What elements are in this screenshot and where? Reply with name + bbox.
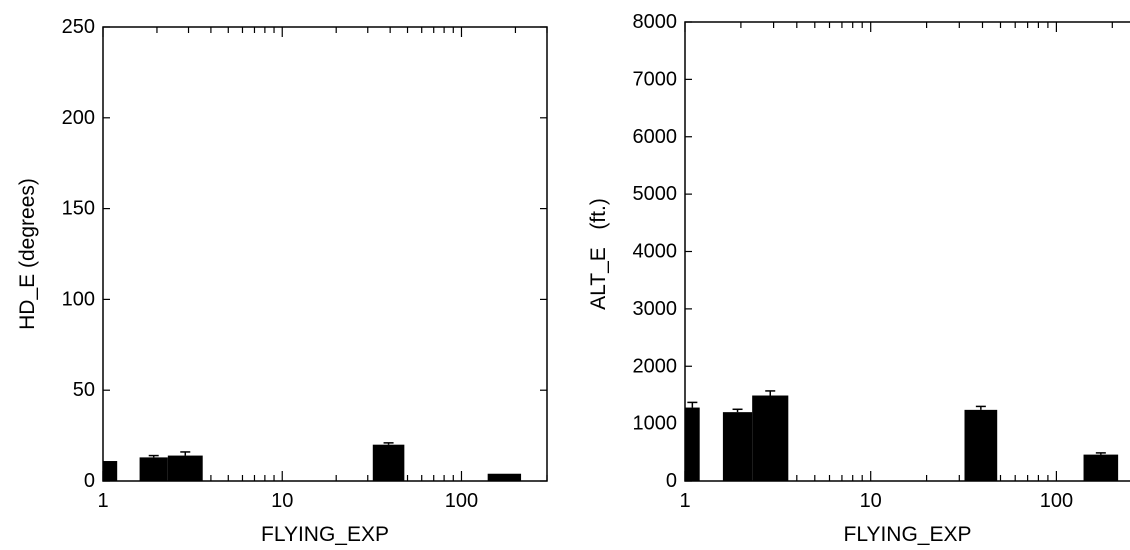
y-tick-label: 250 xyxy=(62,16,95,38)
y-tick-label: 2000 xyxy=(633,355,678,377)
y-tick-label: 150 xyxy=(62,198,95,220)
bar-4 xyxy=(372,444,405,481)
bar-4 xyxy=(964,409,998,481)
chart-panel-2: 0 1000 2000 3000 4000 5000 6000 7000 8000 1 10 100 F… xyxy=(587,11,1130,546)
x-tick-label: 10 xyxy=(271,490,293,512)
y-tick-label: 8000 xyxy=(633,11,678,33)
x-tick-label: 1 xyxy=(679,490,690,512)
bar-2 xyxy=(139,457,168,481)
x-axis-title: FLYING_EXP xyxy=(844,523,972,546)
x-axis-title: FLYING_EXP xyxy=(261,523,389,546)
bar-3 xyxy=(167,455,203,481)
chart-panel-1: 0 50 100 150 200 250 1 10 100 FLYING_EXP HD_E (deg… xyxy=(16,16,548,546)
y-tick-label: 4000 xyxy=(633,241,678,263)
y-tick-label: 1000 xyxy=(633,413,678,435)
bar-2 xyxy=(722,412,753,481)
bar-3 xyxy=(752,395,789,481)
bar-5 xyxy=(487,473,522,481)
x-tick-label: 100 xyxy=(1040,490,1073,512)
y-axis-title: ALT_E (ft.) xyxy=(587,198,610,310)
y-tick-label: 100 xyxy=(62,288,95,310)
y-tick-label: 50 xyxy=(73,379,95,401)
plot-frame xyxy=(102,26,548,482)
bar-1 xyxy=(103,461,118,481)
y-tick-label: 3000 xyxy=(633,298,678,320)
y-tick-label: 6000 xyxy=(633,126,678,148)
y-tick-label: 7000 xyxy=(633,68,678,90)
bar-1 xyxy=(685,407,700,481)
x-tick-label: 1 xyxy=(97,490,108,512)
x-tick-label: 100 xyxy=(445,490,478,512)
y-tick-label: 200 xyxy=(62,107,95,129)
y-tick-label: 0 xyxy=(666,470,677,492)
y-tick-label: 5000 xyxy=(633,183,678,205)
y-tick-label: 0 xyxy=(84,470,95,492)
bar-5 xyxy=(1083,454,1119,481)
x-tick-label: 10 xyxy=(860,490,882,512)
y-axis-title: HD_E (degrees) xyxy=(16,178,39,330)
